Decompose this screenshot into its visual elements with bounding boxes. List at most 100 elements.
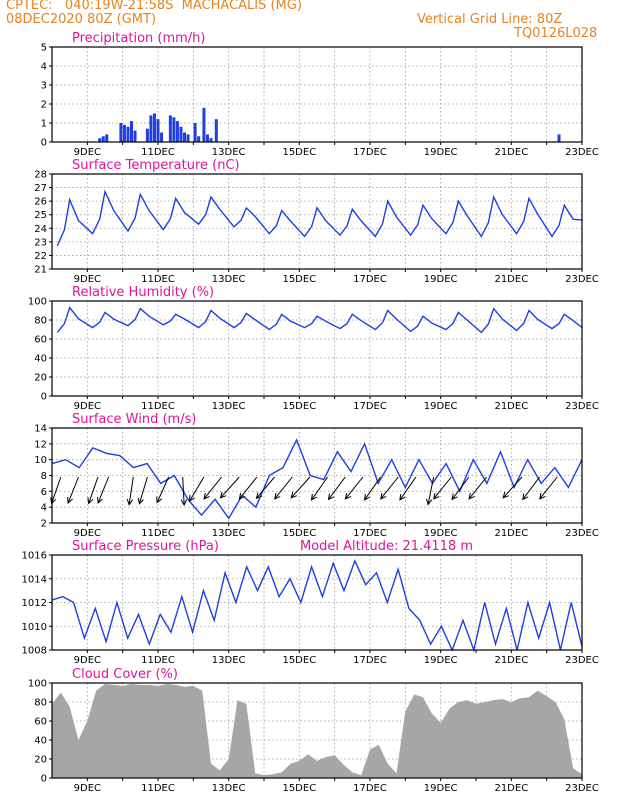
y-tick-label: 1012: [22, 598, 47, 609]
y-tick-label: 12: [34, 439, 47, 450]
panel-title-5: Cloud Cover (%): [72, 667, 178, 682]
wind-arrow-head: [310, 493, 318, 501]
panel-3: [49, 427, 583, 526]
x-tick-label: 15DEC: [282, 274, 316, 285]
wind-arrow-head: [433, 492, 440, 500]
y-tick-label: 4: [41, 62, 47, 73]
wind-arrow-head: [468, 492, 475, 500]
x-tick-label: 19DEC: [424, 655, 458, 666]
panel-frame: [51, 300, 583, 397]
y-tick-label: 100: [28, 297, 47, 308]
wind-arrow: [189, 476, 205, 502]
wind-arrow: [290, 476, 311, 499]
panel-4: [49, 554, 583, 653]
x-tick-label: 23DEC: [565, 655, 599, 666]
humidity-series: [56, 306, 583, 334]
x-tick-label: 19DEC: [424, 401, 458, 412]
wind-arrow-head: [137, 497, 144, 505]
wind-arrow-head: [188, 494, 195, 502]
precip-bar: [156, 119, 160, 142]
y-tick-label: 100: [28, 679, 47, 690]
wind-arrow: [311, 476, 329, 501]
cloud-cover-area: [52, 684, 582, 778]
panel-subtitle-4: Model Altitude: 21.4118 m: [300, 539, 473, 554]
y-tick-label: 21: [34, 265, 47, 276]
precip-bar: [122, 124, 126, 142]
x-tick-label: 21DEC: [494, 655, 528, 666]
wind-arrow: [433, 476, 452, 500]
wind-arrow: [427, 476, 435, 505]
wind-arrow: [182, 476, 185, 505]
precip-bar: [214, 119, 218, 142]
precip-bar: [160, 132, 164, 142]
x-tick-label: 13DEC: [212, 783, 246, 794]
wind-arrow: [345, 476, 364, 500]
wind-arrow-head: [255, 492, 263, 500]
panel-frame: [51, 173, 583, 270]
wind-arrow: [239, 476, 258, 500]
precip-bar: [149, 115, 153, 142]
panel-frame: [51, 46, 583, 143]
y-tick-label: 28: [34, 170, 47, 181]
x-tick-label: 15DEC: [282, 528, 316, 539]
precip-bar: [145, 128, 149, 142]
precip-bar: [101, 136, 105, 142]
wind-arrow: [256, 476, 275, 499]
precip-bar: [168, 115, 172, 142]
x-tick-label: 21DEC: [494, 401, 528, 412]
y-tick-label: 60: [34, 335, 47, 346]
x-tick-label: 17DEC: [353, 528, 387, 539]
wind-arrow-head: [97, 496, 103, 505]
wind-arrow: [274, 476, 293, 500]
x-tick-label: 17DEC: [353, 783, 387, 794]
wind-arrow-head: [274, 492, 281, 500]
precip-bar: [179, 126, 183, 142]
precip-bar: [119, 123, 123, 142]
wind-arrow-head: [156, 496, 163, 504]
y-tick-label: 10: [34, 455, 47, 466]
wind-arrow: [97, 476, 109, 504]
wind-arrow: [522, 476, 540, 500]
x-tick-label: 11DEC: [141, 401, 175, 412]
panel-2: [49, 300, 583, 399]
y-tick-label: 60: [34, 717, 47, 728]
wind-arrow: [88, 476, 99, 504]
panel-5: [49, 682, 583, 781]
precip-bar: [133, 130, 137, 142]
y-tick-label: 26: [34, 197, 47, 208]
panel-0: [49, 46, 583, 145]
wind-arrow: [203, 476, 222, 500]
wind-arrow-head: [539, 492, 546, 500]
x-tick-label: 23DEC: [565, 147, 599, 158]
x-tick-label: 21DEC: [494, 783, 528, 794]
precip-bar: [126, 126, 130, 142]
station-header: CPTEC: 040:19W-21:58S MACHACALIS (MG): [6, 0, 302, 13]
panel-title-1: Surface Temperature (nC): [72, 158, 240, 173]
wind-arrow-head: [219, 491, 227, 499]
wind-arrow: [399, 476, 417, 501]
wind-arrow-head: [290, 491, 297, 499]
wind-arrow-head: [238, 492, 246, 500]
x-tick-label: 11DEC: [141, 655, 175, 666]
x-tick-label: 23DEC: [565, 401, 599, 412]
wind-arrow-head: [344, 492, 352, 500]
wind-arrow: [138, 476, 148, 504]
wind-arrow: [380, 476, 399, 500]
y-tick-label: 22: [34, 251, 47, 262]
x-tick-label: 19DEC: [424, 147, 458, 158]
precip-bar: [209, 138, 213, 142]
run-date: 08DEC2020 80Z (GMT): [6, 12, 157, 27]
panel-1: [49, 173, 583, 272]
wind-arrow-head: [380, 492, 387, 500]
y-tick-label: 1008: [22, 646, 47, 657]
x-tick-label: 9DEC: [74, 147, 101, 158]
pressure-series: [51, 559, 583, 653]
x-tick-label: 21DEC: [494, 147, 528, 158]
wind-arrow: [67, 476, 79, 504]
wind-arrow: [502, 476, 523, 499]
y-tick-label: 1014: [22, 574, 47, 585]
wind-arrow: [51, 476, 62, 504]
precip-bar: [205, 134, 209, 142]
grid-line-note: Vertical Grid Line: 80Z: [417, 12, 563, 27]
